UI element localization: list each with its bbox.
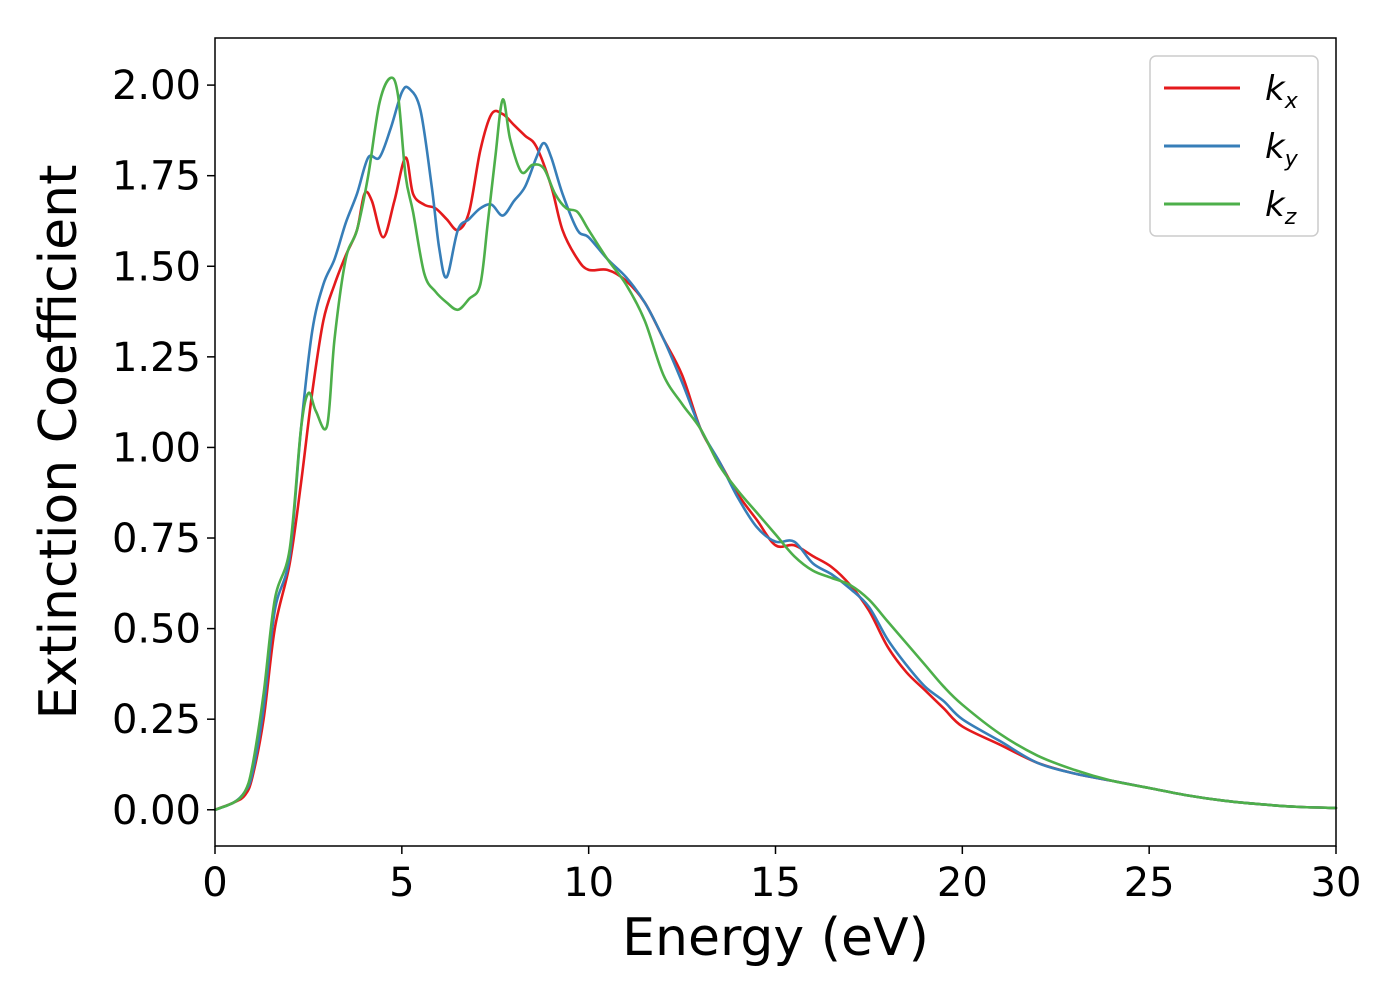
y-tick-label: 1.50 [112,244,201,290]
x-tick-label: 25 [1124,860,1175,906]
y-tick-label: 0.75 [112,516,201,562]
series-line-kz [213,76,1338,812]
x-tick-label: 5 [389,860,414,906]
legend-label-ky: ky [1265,127,1299,172]
x-tick-label: 0 [202,860,227,906]
y-tick-label: 0.50 [112,607,201,653]
y-tick-label: 1.25 [112,335,201,381]
x-axis: 0 5 10 15 20 25 30 [202,846,1361,906]
series-line-kx [213,109,1338,812]
y-tick-label: 1.75 [112,154,201,200]
x-tick-label: 20 [937,860,988,906]
y-tick-label: 1.00 [112,425,201,471]
x-tick-label: 30 [1311,860,1362,906]
y-axis: 0.00 0.25 0.50 0.75 1.00 1.25 1.50 1.75 2.00 [112,63,215,834]
series-line-ky [213,85,1338,812]
series-layer [213,76,1338,812]
x-axis-title: Energy (eV) [622,908,929,968]
legend-label-kz: kz [1265,185,1297,230]
x-tick-label: 15 [750,860,801,906]
y-tick-label: 0.00 [112,788,201,834]
y-tick-label: 2.00 [112,63,201,109]
legend: kx ky kz [1149,55,1319,237]
y-tick-label: 0.25 [112,697,201,743]
y-axis-title: Extinction Coefficient [29,165,89,720]
legend-label-kx: kx [1265,69,1299,114]
x-tick-label: 10 [563,860,614,906]
